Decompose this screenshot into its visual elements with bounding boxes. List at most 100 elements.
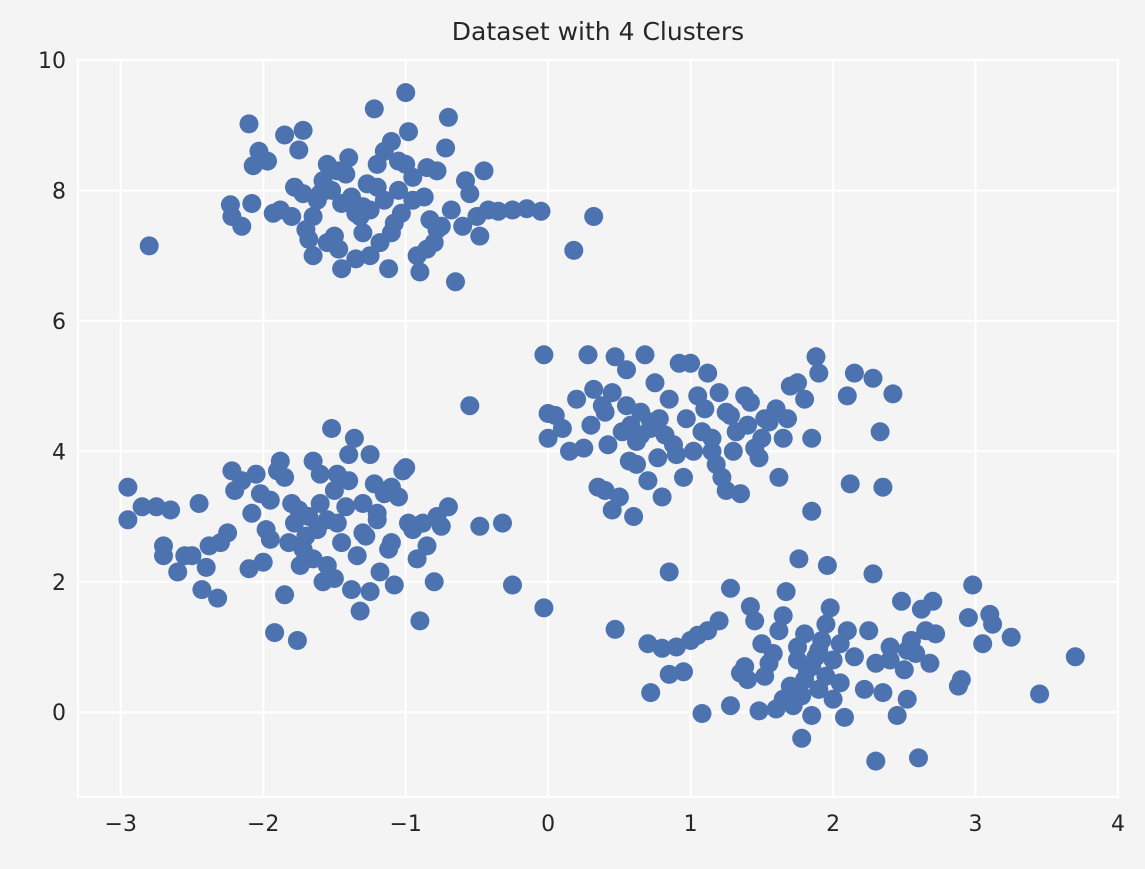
scatter-point <box>324 569 344 588</box>
scatter-point <box>370 562 390 582</box>
scatter-point <box>379 259 399 279</box>
scatter-point <box>880 650 900 670</box>
x-tick-label: 0 <box>541 812 555 837</box>
scatter-point <box>595 402 615 422</box>
x-tick-label: −2 <box>247 812 279 837</box>
x-tick-label: 4 <box>1111 812 1125 837</box>
scatter-point <box>289 500 309 520</box>
scatter-point <box>460 396 480 416</box>
scatter-point <box>792 728 812 748</box>
scatter-point <box>208 588 228 608</box>
scatter-point <box>709 383 729 403</box>
scatter-point <box>635 345 655 365</box>
scatter-point <box>218 523 238 543</box>
y-tick-labels: 0 2 4 6 8 10 <box>38 49 66 726</box>
scatter-point <box>605 347 625 367</box>
scatter-point <box>802 706 822 725</box>
scatter-point <box>809 640 829 660</box>
scatter-point <box>346 249 366 269</box>
scatter-point <box>773 428 793 448</box>
scatter-point <box>396 83 416 103</box>
scatter-point <box>322 419 342 438</box>
scatter-point <box>840 474 860 494</box>
scatter-point <box>873 683 893 703</box>
scatter-point <box>951 670 971 690</box>
scatter-point <box>769 621 789 641</box>
plot-frame <box>76 58 1120 799</box>
scatter-point <box>324 481 344 500</box>
scatter-point <box>436 138 456 158</box>
scatter-point <box>749 448 769 468</box>
scatter-point <box>353 523 373 543</box>
x-tick-label: 2 <box>826 812 840 837</box>
scatter-point <box>584 379 604 399</box>
scatter-point <box>336 497 356 517</box>
scatter-point <box>232 471 252 491</box>
scatter-point <box>844 363 864 383</box>
scatter-point <box>347 546 367 566</box>
scatter-point <box>299 229 319 249</box>
scatter-point <box>493 513 512 533</box>
scatter-point <box>275 585 295 605</box>
chart-title: Dataset with 4 Clusters <box>452 17 744 46</box>
x-tick-label: 1 <box>684 812 698 837</box>
scatter-point <box>692 704 712 723</box>
scatter-point <box>258 151 277 171</box>
scatter-point <box>676 409 696 429</box>
scatter-point <box>695 399 715 419</box>
scatter-point <box>118 477 138 497</box>
scatter-point <box>534 345 554 365</box>
y-tick-label: 10 <box>38 49 66 74</box>
scatter-point <box>1065 647 1085 667</box>
scatter-point <box>538 428 558 448</box>
scatter-point <box>189 494 209 513</box>
scatter-point <box>346 203 366 223</box>
scatter-point <box>339 148 359 168</box>
scatter-point <box>279 533 299 553</box>
scatter-point <box>659 664 679 684</box>
scatter-point <box>239 559 259 579</box>
x-tick-label: −3 <box>105 812 137 837</box>
scatter-point <box>438 497 458 517</box>
scatter-point <box>752 428 772 448</box>
scatter-point <box>289 140 309 160</box>
scatter-point <box>740 392 760 412</box>
scatter-point <box>973 634 993 654</box>
y-tick-label: 4 <box>52 440 66 465</box>
scatter-point <box>564 240 584 260</box>
scatter-point <box>674 662 693 682</box>
scatter-point <box>892 591 911 611</box>
scatter-point <box>638 471 658 491</box>
scatter-point <box>926 624 946 644</box>
scatter-point <box>364 99 384 119</box>
scatter-point <box>275 467 295 487</box>
scatter-point <box>595 481 615 500</box>
scatter-point <box>795 624 815 644</box>
scatter-point <box>384 575 404 595</box>
scatter-point <box>453 216 473 236</box>
scatter-point <box>360 445 380 465</box>
scatter-point <box>303 207 323 226</box>
scatter-point <box>327 161 347 181</box>
scatter-point <box>456 171 475 191</box>
scatter-point <box>738 670 758 690</box>
scatter-point <box>763 644 783 663</box>
scatter-point <box>816 614 836 634</box>
scatter-point <box>659 562 679 582</box>
scatter-point <box>574 438 594 458</box>
scatter-point <box>769 467 789 487</box>
scatter-point <box>806 347 826 367</box>
scatter-point <box>809 363 829 383</box>
scatter-point <box>652 638 672 658</box>
scatter-point <box>503 200 522 220</box>
scatter-point <box>360 582 380 602</box>
x-tick-labels: −3 −2 −1 0 1 2 3 4 <box>105 812 1125 837</box>
scatter-point <box>624 507 644 526</box>
scatter-point <box>239 114 259 134</box>
scatter-point <box>920 653 940 673</box>
scatter-point <box>552 419 572 438</box>
scatter-point <box>246 464 266 484</box>
scatter-point <box>232 216 252 236</box>
scatter-point <box>399 122 418 142</box>
scatter-point <box>287 631 307 650</box>
